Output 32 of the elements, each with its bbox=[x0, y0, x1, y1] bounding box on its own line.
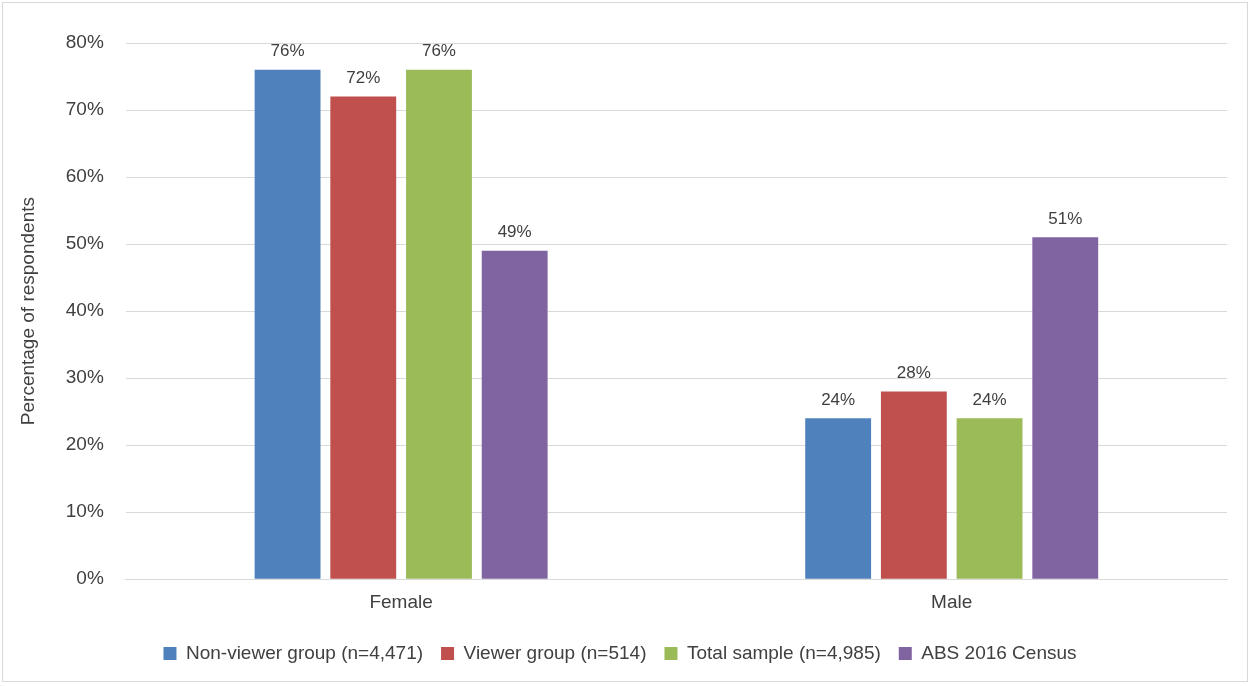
y-tick-label: 30% bbox=[65, 366, 104, 388]
bar bbox=[880, 391, 947, 579]
data-label: 51% bbox=[1048, 208, 1083, 228]
legend-label: Total sample (n=4,985) bbox=[686, 641, 881, 663]
y-tick-label: 70% bbox=[65, 98, 104, 120]
data-label: 24% bbox=[972, 389, 1007, 409]
y-tick-label: 20% bbox=[65, 433, 104, 455]
legend-label: Non-viewer group (n=4,471) bbox=[185, 641, 424, 663]
data-label: 76% bbox=[270, 41, 305, 60]
legend-label: ABS 2016 Census bbox=[921, 641, 1077, 663]
x-tick-label: Male bbox=[931, 590, 973, 612]
bar bbox=[406, 69, 472, 579]
data-label: 72% bbox=[346, 67, 381, 87]
bar bbox=[1032, 237, 1099, 579]
data-label: 28% bbox=[896, 362, 931, 382]
x-tick-label: Female bbox=[369, 590, 433, 612]
y-tick-label: 50% bbox=[65, 232, 104, 254]
data-label: 49% bbox=[497, 221, 532, 241]
y-tick-label: 60% bbox=[65, 165, 104, 187]
y-axis-title: Percentage of respondents bbox=[16, 197, 38, 426]
y-tick-label: 40% bbox=[65, 299, 104, 321]
legend-label: Viewer group (n=514) bbox=[463, 641, 647, 663]
bar bbox=[805, 418, 872, 579]
y-tick-label: 80% bbox=[65, 31, 104, 53]
y-tick-label: 0% bbox=[76, 567, 104, 589]
bar bbox=[254, 69, 321, 579]
bar bbox=[481, 250, 548, 579]
bar bbox=[956, 418, 1023, 579]
data-label: 24% bbox=[821, 389, 856, 409]
data-label: 76% bbox=[421, 41, 456, 60]
bar bbox=[330, 96, 397, 579]
y-tick-label: 10% bbox=[65, 500, 104, 522]
